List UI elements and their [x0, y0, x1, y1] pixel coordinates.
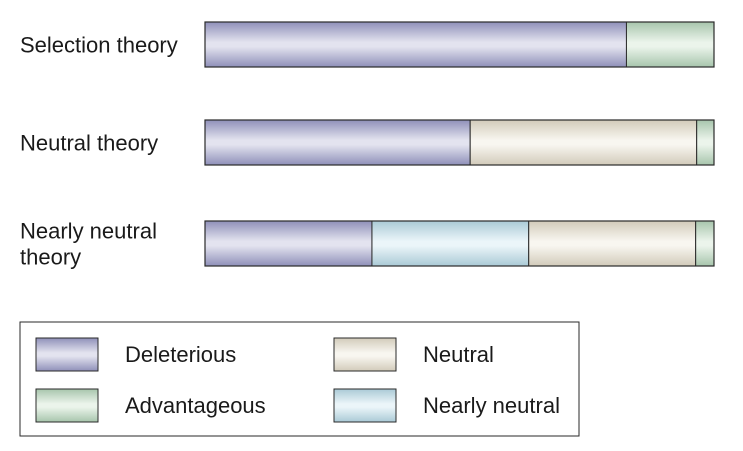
- legend-item-nearly-neutral: Nearly neutral: [333, 388, 560, 423]
- category-label: Nearly neutral: [20, 219, 157, 244]
- bar-segment-deleterious: [204, 119, 471, 166]
- bar-rows: Selection theory Neutral theory Nearly neu…: [20, 21, 715, 270]
- bar-outline: [204, 21, 715, 68]
- bar-segment-advantageous: [696, 119, 715, 166]
- legend-frame: [19, 321, 580, 437]
- bar-row-selection-theory: Selection theory: [20, 21, 715, 68]
- bar-outline: [204, 119, 715, 166]
- bar-segment-advantageous: [625, 21, 715, 68]
- legend-item-deleterious: Deleterious: [35, 337, 236, 372]
- legend-label: Neutral: [423, 342, 494, 367]
- bar-outline: [204, 220, 715, 267]
- legend: Deleterious Neutral Advantageous Nearly neu…: [19, 321, 580, 437]
- legend-item-neutral: Neutral: [333, 337, 494, 372]
- legend-label: Deleterious: [125, 342, 236, 367]
- bar-segment-neutral: [528, 220, 697, 267]
- bar-row-neutral-theory: Neutral theory: [20, 119, 715, 166]
- legend-item-advantageous: Advantageous: [35, 388, 266, 423]
- legend-swatch: [333, 337, 397, 372]
- category-label: theory: [20, 245, 81, 270]
- category-label: Neutral theory: [20, 131, 158, 156]
- bar-segment-nearly-neutral: [371, 220, 530, 267]
- category-label: Selection theory: [20, 33, 178, 58]
- legend-label: Nearly neutral: [423, 393, 560, 418]
- bar-segment-deleterious: [204, 21, 627, 68]
- legend-swatch: [333, 388, 397, 423]
- bar-segment-advantageous: [695, 220, 715, 267]
- bar-segment-deleterious: [204, 220, 373, 267]
- legend-swatch: [35, 337, 99, 372]
- bar-segment-neutral: [469, 119, 698, 166]
- legend-label: Advantageous: [125, 393, 266, 418]
- legend-swatch: [35, 388, 99, 423]
